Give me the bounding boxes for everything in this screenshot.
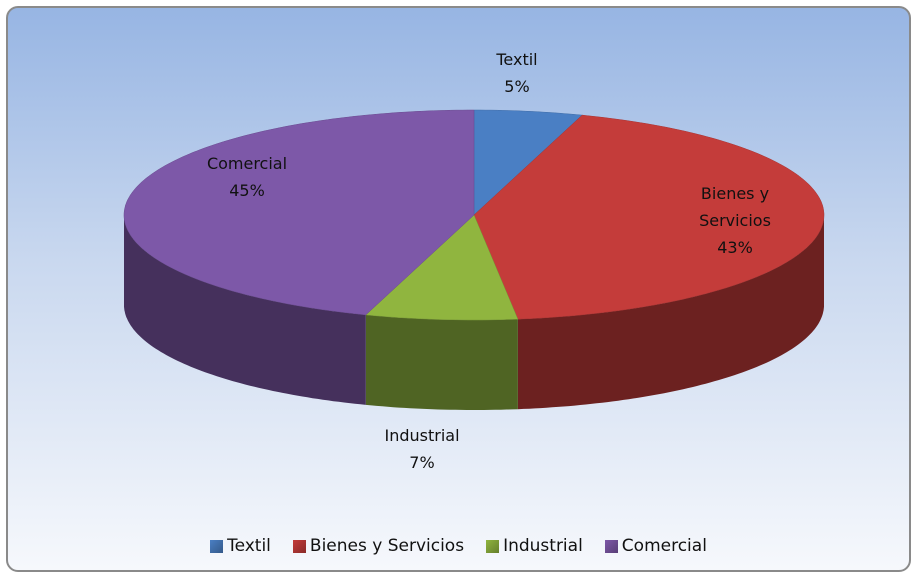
- label-category: Industrial: [384, 426, 460, 445]
- label-category: Textil: [496, 50, 538, 69]
- label-value: 45%: [229, 181, 265, 200]
- slice: [365, 214, 519, 321]
- label-value: 43%: [717, 238, 753, 257]
- data-label: Industrial 7%: [362, 422, 482, 476]
- legend-item: Textil: [210, 536, 271, 556]
- legend-item: Bienes y Servicios: [292, 536, 465, 556]
- legend-item: Comercial: [604, 536, 707, 556]
- data-label: Comercial 45%: [187, 150, 307, 204]
- legend-swatch: [486, 539, 500, 553]
- slice: [123, 109, 475, 316]
- legend-label: Industrial: [503, 536, 583, 556]
- legend-label: Textil: [227, 536, 271, 556]
- slice-side: [124, 215, 366, 405]
- legend-label: Bienes y Servicios: [309, 536, 465, 556]
- slice-side: [365, 314, 518, 410]
- chart-frame: Textil 5% Bienes y Servicios 43% Industrial 7…: [6, 6, 911, 572]
- legend-swatch: [210, 539, 224, 553]
- legend-swatch: [292, 539, 306, 553]
- legend-item: Industrial: [486, 536, 583, 556]
- legend-label: Comercial: [621, 536, 707, 556]
- data-label: Bienes y Servicios 43%: [688, 180, 783, 261]
- label-category: Bienes y Servicios: [699, 184, 771, 230]
- label-category: Comercial: [206, 154, 288, 173]
- slice-side: [517, 215, 824, 410]
- legend: Textil Bienes y Servicios Industrial Comerc…: [8, 536, 909, 556]
- label-value: 5%: [504, 77, 530, 96]
- slice: [473, 109, 583, 216]
- label-value: 7%: [409, 453, 435, 472]
- legend-swatch: [604, 539, 618, 553]
- slice: [473, 114, 825, 320]
- pie-chart: [123, 109, 825, 410]
- data-label: Textil 5%: [467, 46, 567, 100]
